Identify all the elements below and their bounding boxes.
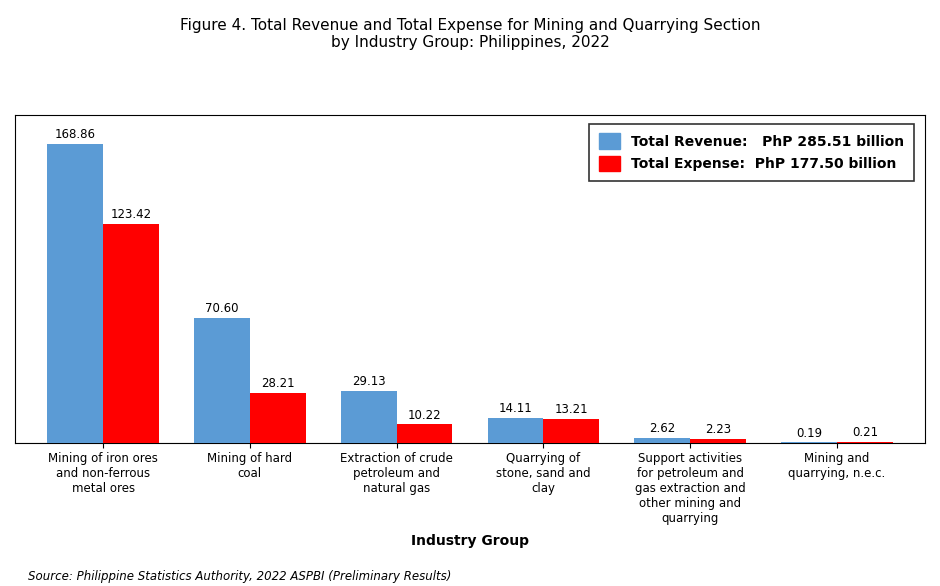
Text: 14.11: 14.11 [498,402,532,415]
Bar [250,393,306,442]
Text: 10.22: 10.22 [408,409,441,422]
Text: Figure 4. Total Revenue and Total Expense for Mining and Quarrying Section
by In: Figure 4. Total Revenue and Total Expens… [180,18,760,50]
Bar [103,224,159,442]
Bar [397,424,452,442]
Text: Source: Philippine Statistics Authority, 2022 ASPBI (Preliminary Results): Source: Philippine Statistics Authority,… [28,570,451,583]
Text: 0.19: 0.19 [796,427,822,440]
Text: 123.42: 123.42 [110,209,151,222]
Bar [690,438,746,442]
Text: 28.21: 28.21 [261,377,294,390]
Text: 29.13: 29.13 [352,375,385,389]
Bar [47,144,103,442]
X-axis label: Industry Group: Industry Group [411,534,529,547]
Legend: Total Revenue:   PhP 285.51 billion, Total Expense:  PhP 177.50 billion: Total Revenue: PhP 285.51 billion, Total… [589,124,914,180]
Bar [488,418,543,442]
Text: 168.86: 168.86 [55,128,96,141]
Text: 70.60: 70.60 [205,302,239,315]
Text: 2.62: 2.62 [650,423,676,435]
Text: 0.21: 0.21 [852,427,878,440]
Bar [194,318,250,442]
Text: 2.23: 2.23 [705,423,731,436]
Bar [341,391,397,442]
Bar [634,438,690,442]
Bar [543,419,599,442]
Text: 13.21: 13.21 [555,404,588,417]
